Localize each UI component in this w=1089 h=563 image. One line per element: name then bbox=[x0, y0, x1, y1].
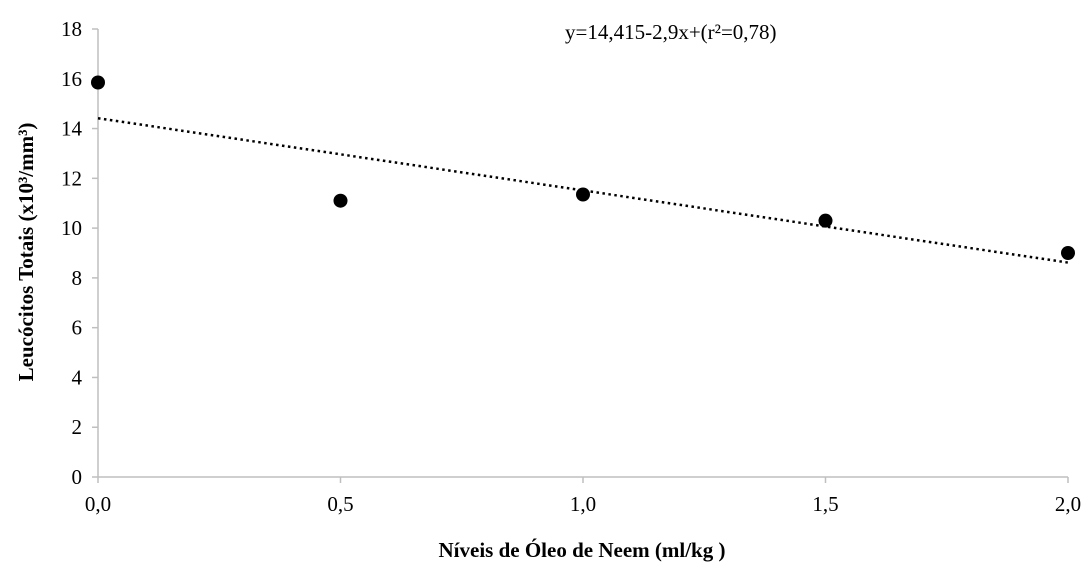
x-tick-label: 1,5 bbox=[812, 492, 838, 516]
y-tick-label: 10 bbox=[61, 216, 82, 240]
y-tick-label: 4 bbox=[72, 365, 83, 389]
data-point bbox=[91, 75, 105, 90]
y-tick-label: 0 bbox=[72, 465, 83, 489]
y-tick-label: 18 bbox=[61, 17, 82, 41]
x-tick-label: 0,0 bbox=[85, 492, 111, 516]
data-point bbox=[333, 193, 348, 208]
data-point bbox=[818, 213, 833, 228]
y-tick-label: 16 bbox=[61, 67, 82, 91]
y-axis-title: Leucócitos Totais (x10³/mm³) bbox=[14, 123, 38, 382]
regression-equation: y=14,415-2,9x+(r²=0,78) bbox=[565, 20, 777, 44]
y-tick-label: 8 bbox=[72, 266, 83, 290]
x-tick-label: 0,5 bbox=[327, 492, 353, 516]
x-tick-label: 2,0 bbox=[1055, 492, 1081, 516]
x-axis-title: Níveis de Óleo de Neem (ml/kg ) bbox=[439, 538, 726, 562]
y-tick-label: 14 bbox=[61, 117, 83, 141]
trendline bbox=[97, 116, 1069, 264]
data-points bbox=[91, 75, 1075, 260]
y-tick-label: 12 bbox=[61, 166, 82, 190]
axes bbox=[92, 28, 1069, 483]
data-point bbox=[576, 187, 590, 202]
data-point bbox=[1061, 246, 1075, 260]
tick-labels: 0 2 4 6 8 10 12 14 16 18 0,0 0,5 1,0 1,5 2,0 bbox=[61, 17, 1081, 516]
y-tick-label: 2 bbox=[72, 415, 83, 439]
x-tick-label: 1,0 bbox=[570, 492, 596, 516]
trendline-group bbox=[97, 116, 1069, 264]
y-tick-label: 6 bbox=[72, 316, 83, 340]
